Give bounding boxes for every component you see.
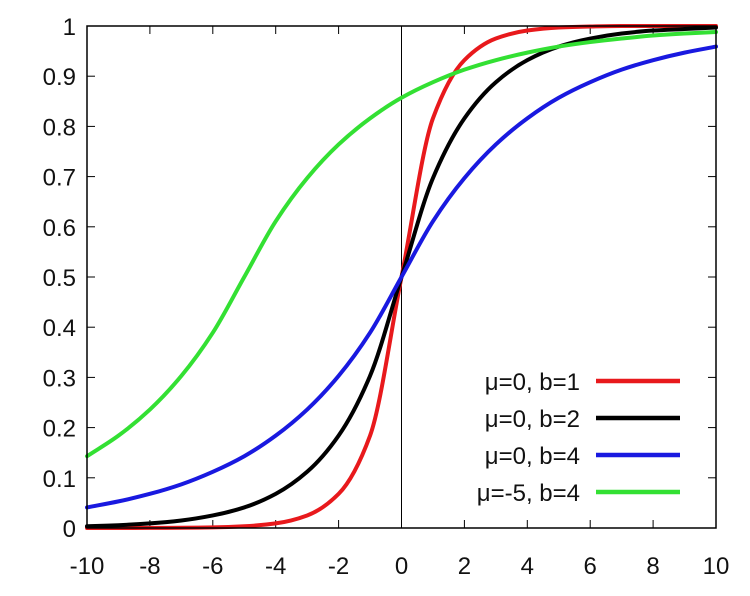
legend: μ=0, b=1 μ=0, b=2 μ=0, b=4 μ=-5, b=4 bbox=[477, 369, 680, 507]
legend-label: μ=0, b=4 bbox=[485, 443, 580, 470]
x-tick-label: 4 bbox=[521, 553, 534, 580]
series-line-3 bbox=[85, 30, 718, 459]
legend-label: μ=0, b=2 bbox=[485, 406, 580, 433]
y-tick-label: 0.2 bbox=[43, 416, 76, 443]
series-line-2 bbox=[85, 44, 718, 510]
ticks-layer: -10 -8 -6 -4 -2 0 2 4 6 8 10 0 0.1 0.2 0.3 0.4 0.5 0.6 0.7… bbox=[43, 14, 730, 580]
legend-entry-2: μ=0, b=4 bbox=[485, 443, 680, 470]
y-tick-label: 0 bbox=[63, 516, 76, 543]
y-tick-label: 0.4 bbox=[43, 315, 76, 342]
y-tick-label: 0.3 bbox=[43, 365, 76, 392]
x-tick-label: 10 bbox=[703, 553, 730, 580]
x-tick-label: -10 bbox=[70, 553, 105, 580]
legend-entry-0: μ=0, b=1 bbox=[485, 369, 680, 396]
x-tick-label: 8 bbox=[646, 553, 659, 580]
x-tick-label: -2 bbox=[328, 553, 349, 580]
y-tick-label: 0.7 bbox=[43, 165, 76, 192]
y-tick-label: 0.8 bbox=[43, 114, 76, 141]
plot-frame bbox=[86, 25, 717, 529]
y-tick-label: 0.5 bbox=[43, 265, 76, 292]
x-tick-label: -4 bbox=[265, 553, 286, 580]
y-tick-label: 0.1 bbox=[43, 466, 76, 493]
x-tick-label: 2 bbox=[458, 553, 471, 580]
x-tick-label: 0 bbox=[395, 553, 408, 580]
legend-entry-1: μ=0, b=2 bbox=[485, 406, 680, 433]
x-tick-label: -6 bbox=[202, 553, 223, 580]
legend-entry-3: μ=-5, b=4 bbox=[477, 480, 680, 507]
y-tick-label: 0.9 bbox=[43, 64, 76, 91]
x-tick-label: -8 bbox=[139, 553, 160, 580]
legend-label: μ=0, b=1 bbox=[485, 369, 580, 396]
x-tick-label: 6 bbox=[584, 553, 597, 580]
legend-label: μ=-5, b=4 bbox=[477, 480, 580, 507]
y-tick-label: 0.6 bbox=[43, 215, 76, 242]
y-tick-label: 1 bbox=[63, 14, 76, 41]
